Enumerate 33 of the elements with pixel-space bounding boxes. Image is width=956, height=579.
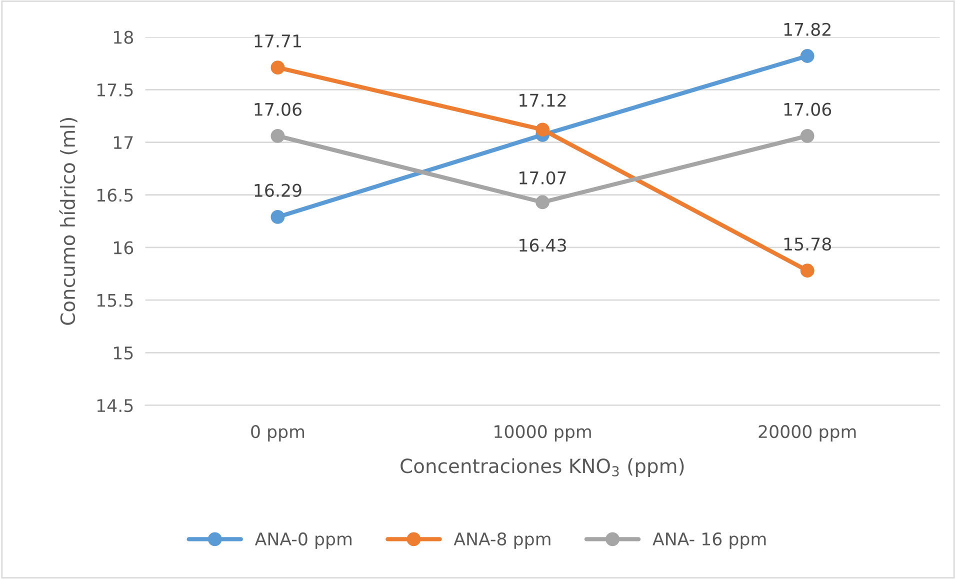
x-tick-label: 10000 ppm [494,425,591,442]
legend-label: ANA-8 ppm [454,532,550,549]
data-label: 17.06 [254,102,302,116]
y-tick-label: 18 [114,30,134,44]
point [270,60,285,75]
y-tick-label: 15.5 [97,294,133,307]
data-label: 16.43 [520,238,566,252]
y-axis-title: Concumo hídrico (ml) [59,118,78,325]
data-label: 16.29 [254,184,302,197]
y-tick-label: 16.5 [97,188,133,202]
legend-label: ANA- 16 ppm [652,532,766,549]
y-tick-label: 17 [114,136,133,149]
point [270,210,285,224]
point [800,49,814,63]
x-axis-title: Concentraciones KNO$_{3}$ (ppm) [400,458,684,478]
data-label: 17.71 [254,34,301,48]
y-tick-label: 16 [114,241,134,254]
data-label: 17.82 [784,22,830,36]
data-label: 17.12 [520,94,566,107]
y-tick-label: 17.5 [97,84,133,97]
point [800,129,814,143]
y-tick-label: 15 [114,346,133,360]
point [536,122,550,137]
x-tick-label: 0 ppm [251,425,304,442]
x-tick-label: 20000 ppm [758,425,856,442]
data-label: 15.78 [784,237,832,251]
point [270,129,285,143]
point [536,195,550,210]
data-label: 17.06 [784,102,832,116]
point [800,264,814,278]
legend-label: ANA-0 ppm [254,532,352,549]
data-label: 17.07 [520,171,566,184]
y-tick-label: 14.5 [97,399,133,412]
